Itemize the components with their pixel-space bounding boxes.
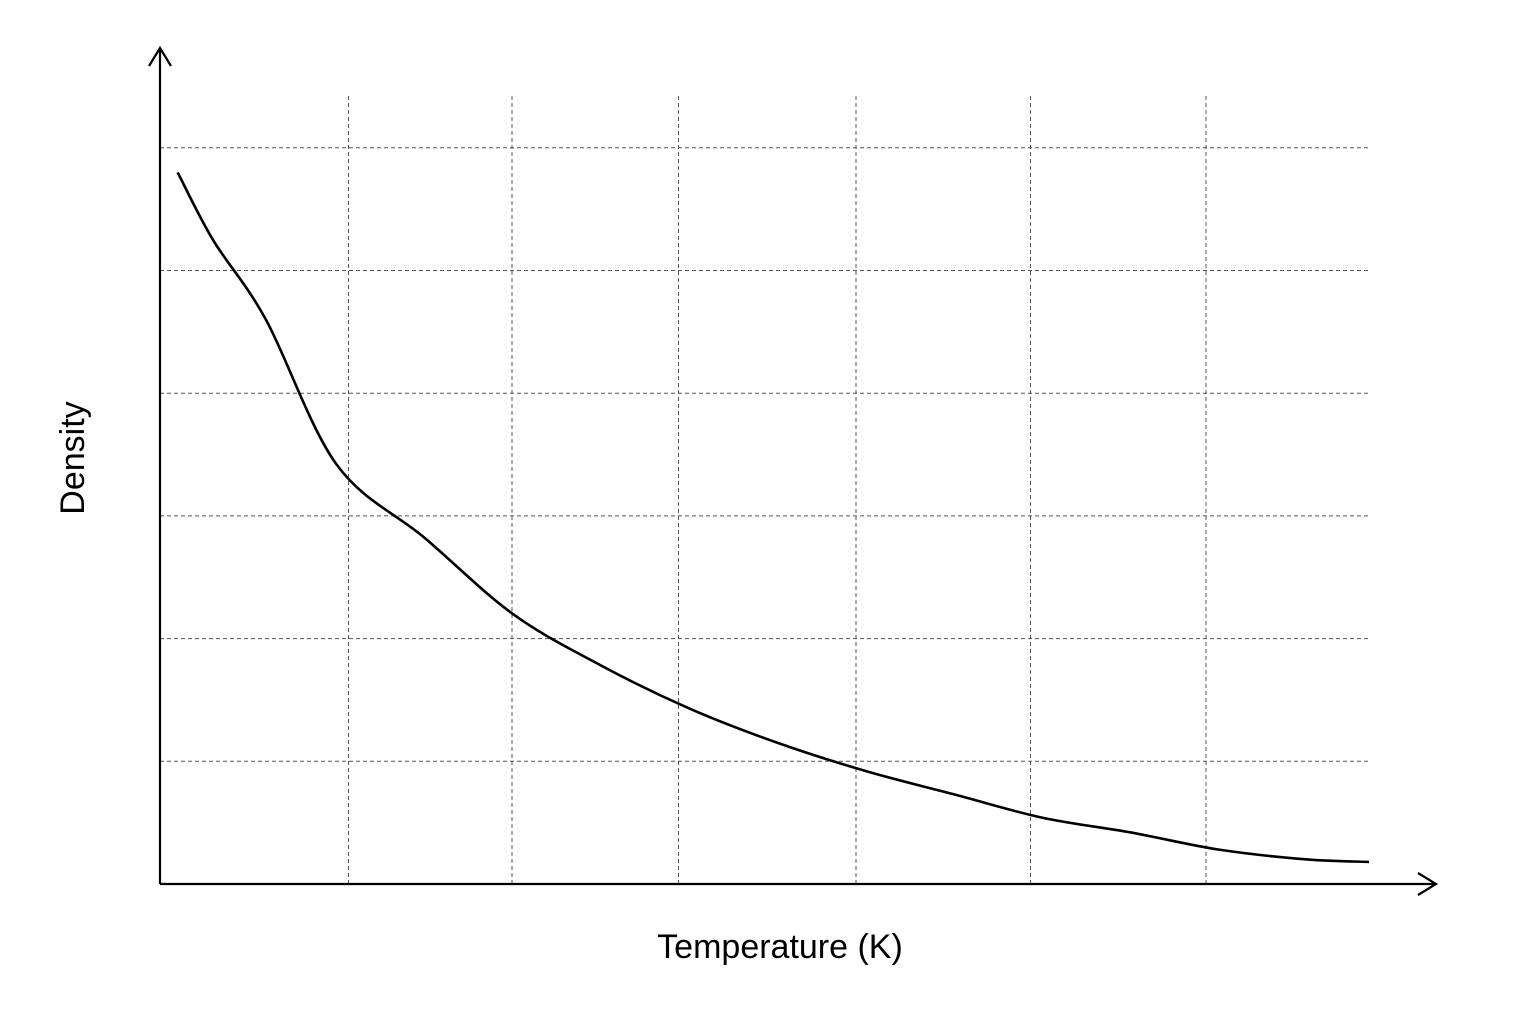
y-axis-label: Density [54,401,92,514]
grid-lines [160,96,1370,884]
density-curve [176,171,1370,864]
y-axis-arrow [148,45,172,67]
x-axis-label: Temperature (K) [657,928,903,966]
axes [148,45,1439,896]
x-axis-arrow [1417,872,1439,896]
